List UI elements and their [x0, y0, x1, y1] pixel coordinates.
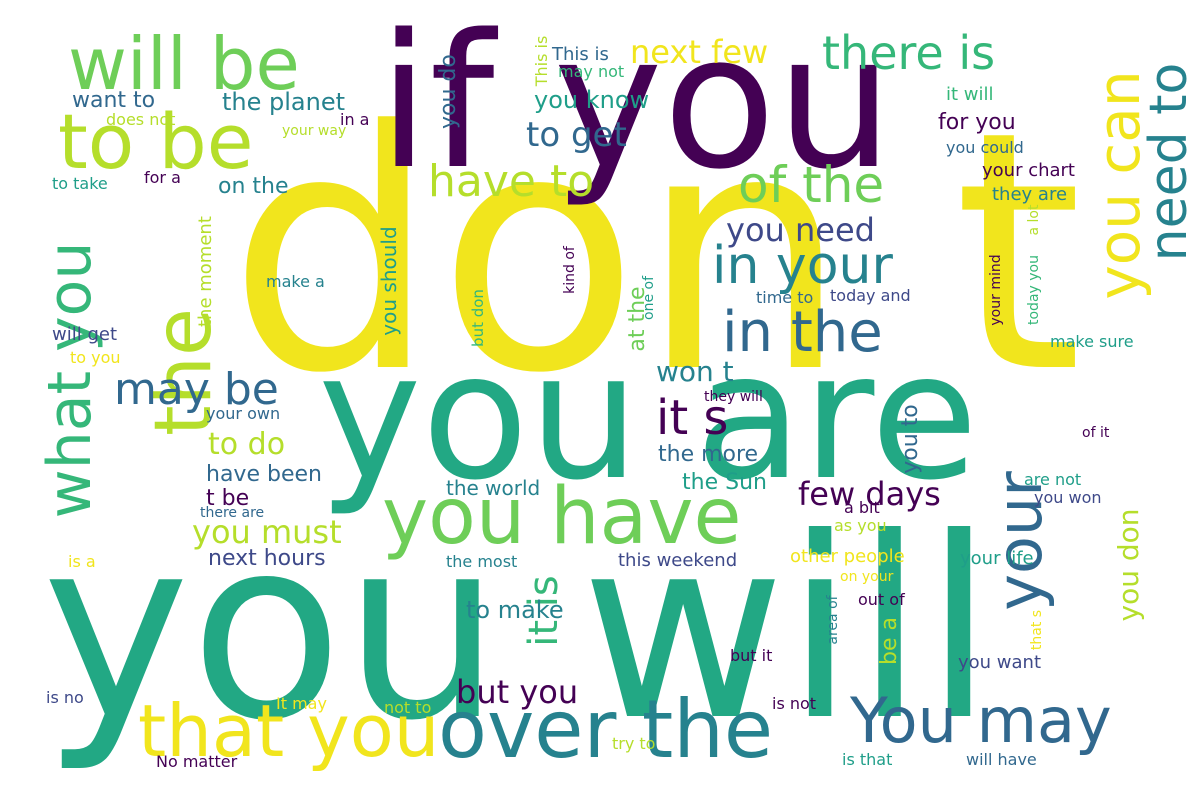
word-you-to: you to: [898, 404, 923, 474]
word-kind-of: kind of: [562, 246, 578, 294]
word-the-most: the most: [446, 552, 518, 571]
word-to-make: to make: [466, 596, 564, 624]
word-to-you: to you: [70, 348, 121, 367]
word-the-sun: the Sun: [682, 470, 767, 495]
word-this-weekend: this weekend: [618, 550, 738, 571]
word-they-will: they will: [704, 389, 763, 405]
word-the-moment: the moment: [195, 216, 216, 327]
word-try-to: try to: [612, 734, 656, 753]
word-a-lot: a lot: [1026, 204, 1042, 236]
word-is-not: is not: [772, 694, 817, 713]
word-on-your: on your: [840, 569, 894, 585]
word-your-chart: your chart: [982, 160, 1075, 181]
word-is-a: is a: [68, 552, 96, 571]
word-but-you: but you: [456, 673, 579, 711]
word-this-is-v: This is: [532, 35, 551, 87]
word-you-know: you know: [534, 86, 650, 114]
word-you-will: you will: [42, 484, 994, 775]
word-its: it s: [656, 390, 729, 446]
word-today-you: today you: [1026, 255, 1042, 325]
word-you-should: you should: [377, 226, 401, 336]
word-in-a: in a: [340, 110, 370, 129]
word-area-of: area of: [825, 595, 841, 645]
word-you-could: you could: [946, 138, 1024, 157]
word-you-won: you won: [1034, 488, 1102, 507]
word-they-are: they are: [992, 184, 1068, 205]
word-your-mind: your mind: [988, 254, 1004, 326]
word-a-bit: a bit: [844, 498, 880, 517]
word-have-been: have been: [206, 462, 322, 487]
word-few-days: few days: [798, 475, 941, 513]
word-if-you: if you: [378, 0, 894, 210]
word-out-of: out of: [858, 590, 905, 609]
word-it-may: It may: [276, 694, 327, 713]
word-what-you: what you: [35, 241, 105, 519]
word-you-may: You may: [850, 684, 1112, 757]
word-to-do: to do: [208, 427, 286, 462]
word-is-no: is no: [46, 688, 84, 707]
word-over-the: over the: [438, 683, 774, 776]
word-will-get: will get: [52, 324, 118, 345]
word-are-not: are not: [1024, 470, 1082, 489]
word-to-get: to get: [526, 115, 627, 155]
word-wont: won t: [656, 355, 734, 388]
word-need-to: need to: [1139, 62, 1199, 262]
word-time-to: time to: [756, 288, 814, 307]
word-today-and: today and: [830, 286, 911, 305]
word-to-be: to be: [58, 97, 254, 186]
word-this-is: This is: [552, 44, 609, 65]
word-you-need: you need: [726, 211, 875, 249]
word-you-do: you do: [436, 54, 461, 129]
word-is-that: is that: [842, 750, 893, 769]
word-have-to: have to: [428, 156, 595, 207]
word-want-to: want to: [72, 88, 156, 113]
word-for-you: for you: [938, 110, 1016, 135]
word-will-be: will be: [68, 22, 300, 106]
word-you-want: you want: [958, 652, 1042, 673]
word-does-not: does not: [106, 110, 176, 129]
word-your-own: your own: [206, 404, 281, 423]
word-at-the: at the: [625, 286, 650, 352]
word-thats: that s: [1029, 609, 1045, 651]
word-not-to: not to: [384, 698, 432, 717]
word-of-the: of the: [738, 156, 885, 214]
word-other-people: other people: [790, 546, 905, 567]
word-the-world: the world: [446, 476, 541, 500]
word-of-it: of it: [1082, 425, 1110, 441]
word-your-life: your life: [960, 548, 1034, 569]
word-the-more: the more: [658, 442, 759, 467]
word-no-matter: No matter: [156, 752, 238, 771]
word-you-don: you don: [1112, 508, 1145, 622]
word-in-the: in the: [722, 300, 883, 365]
word-but-don: but don: [469, 289, 487, 347]
word-you-must: you must: [192, 513, 342, 551]
word-to-take: to take: [52, 174, 108, 193]
word-may-not: may not: [558, 62, 625, 81]
word-in-your: in your: [712, 236, 893, 296]
word-there-is: there is: [822, 26, 996, 80]
word-you-are: you are: [318, 316, 979, 519]
word-make-a: make a: [266, 272, 325, 291]
word-that-you: that you: [138, 689, 440, 773]
word-but-it: but it: [730, 646, 773, 665]
word-on-the: on the: [218, 174, 289, 199]
word-will-have: will have: [966, 750, 1037, 769]
word-there-are: there are: [200, 505, 265, 521]
word-next-hours: next hours: [208, 546, 326, 571]
word-the-planet: the planet: [222, 88, 346, 116]
word-as-you: as you: [834, 516, 887, 535]
word-t-be: t be: [206, 486, 250, 511]
word-be-a: be a: [877, 617, 902, 665]
word-for-a: for a: [144, 168, 181, 187]
word-dont: don t: [228, 61, 1083, 445]
word-next-few: next few: [630, 33, 769, 71]
word-may-be: may be: [114, 364, 279, 415]
word-your-way: your way: [282, 123, 347, 139]
word-make-sure: make sure: [1050, 332, 1134, 351]
word-it-will: it will: [946, 84, 994, 105]
word-you-have: you have: [382, 472, 742, 562]
